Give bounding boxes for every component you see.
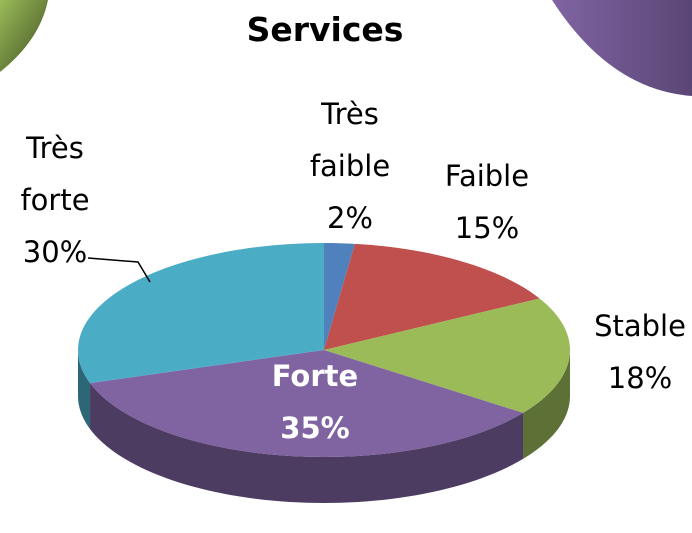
category-label: Stable (594, 309, 686, 343)
slice (78, 243, 324, 430)
value-label: 15% (454, 211, 520, 245)
slice-top (324, 243, 355, 350)
data-label: Très faible 2% (295, 88, 405, 244)
data-label: Forte 35% (250, 350, 380, 454)
value-label: 30% (22, 235, 88, 269)
value-label: 18% (607, 361, 673, 395)
slice (90, 350, 524, 503)
slice-side (523, 350, 570, 459)
slice-top (324, 298, 570, 413)
slice (324, 298, 570, 459)
slice-top (90, 350, 524, 457)
slice (324, 243, 540, 350)
data-label: Stable 18% (575, 300, 692, 404)
data-label: Très forte 30% (0, 122, 110, 278)
slice-top (324, 243, 540, 350)
value-label: 35% (280, 411, 350, 445)
slice-side (78, 350, 91, 430)
slice (324, 243, 355, 350)
leader-line (87, 257, 151, 283)
slice-top (78, 243, 324, 384)
slice-side (90, 383, 524, 503)
category-label: Faible (444, 159, 530, 193)
data-label: Faible 15% (427, 150, 547, 254)
chart-title: Services (246, 10, 404, 49)
neighbor-chart-fragment (552, 0, 692, 96)
neighbor-chart-fragment (0, 0, 48, 72)
category-label: Très forte (20, 131, 90, 217)
pie (78, 243, 570, 503)
value-label: 2% (326, 201, 373, 235)
category-label: Très faible (309, 97, 391, 183)
category-label: Forte (271, 359, 359, 393)
